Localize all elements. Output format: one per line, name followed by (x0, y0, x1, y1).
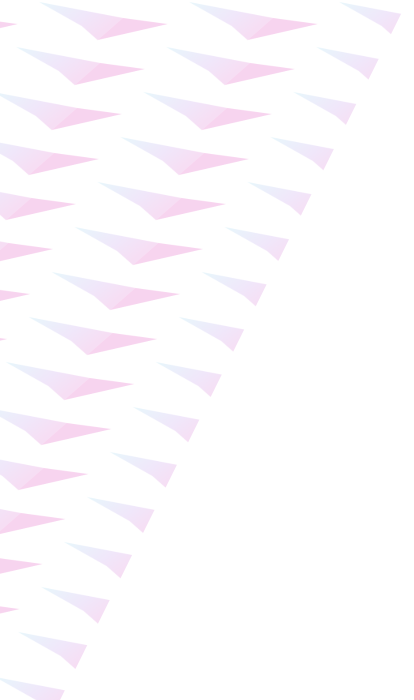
page (0, 0, 408, 700)
background-pattern (0, 0, 408, 700)
